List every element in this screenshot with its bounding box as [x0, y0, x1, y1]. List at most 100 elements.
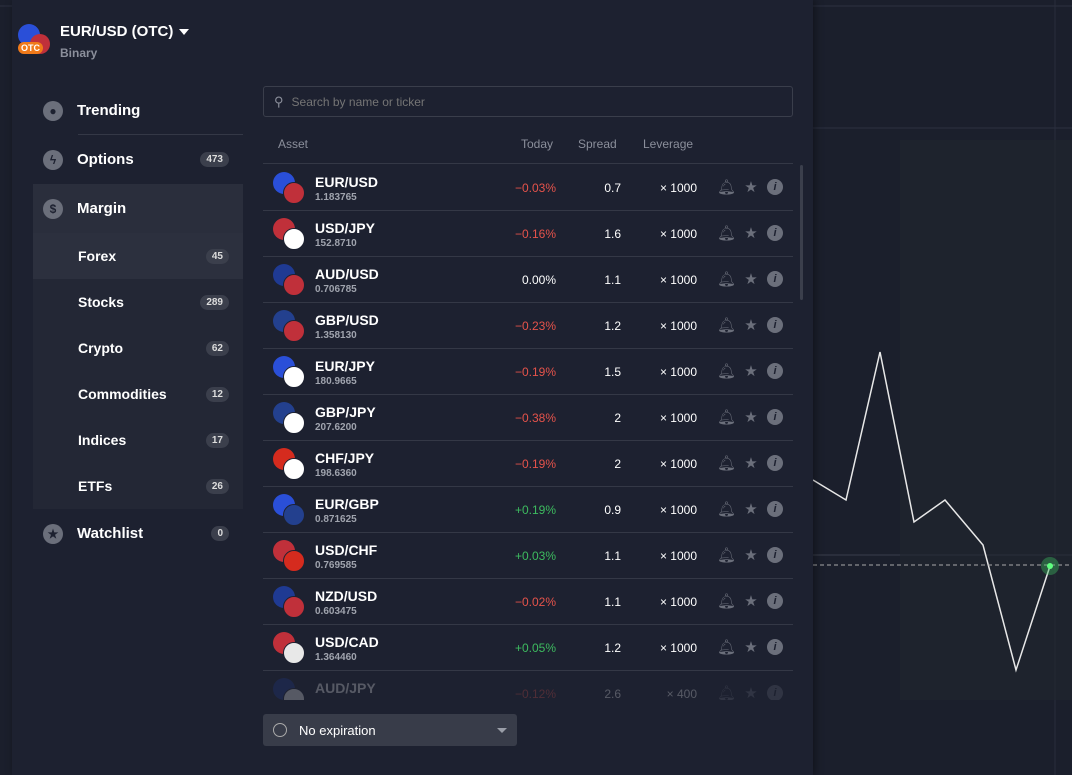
info-icon[interactable]: i	[767, 547, 783, 563]
bell-icon[interactable]: 🔔︎	[717, 455, 737, 472]
table-row[interactable]: AUD/USD 0.706785 0.00% 1.1 × 1000 🔔︎ ★ i	[263, 257, 793, 303]
leverage: × 1000	[659, 227, 697, 241]
star-icon[interactable]: ★	[744, 409, 758, 426]
table-row[interactable]: EUR/USD 1.183765 −0.03% 0.7 × 1000 🔔︎ ★ i	[263, 165, 793, 211]
search-box[interactable]: ⚲	[263, 86, 793, 117]
star-icon[interactable]: ★	[744, 317, 758, 334]
leverage: × 1000	[659, 273, 697, 287]
caret-down-icon[interactable]	[179, 28, 190, 40]
today-change: −0.12%	[514, 687, 556, 700]
sidebar-item-commodities[interactable]: Commodities 12	[33, 371, 243, 417]
info-icon[interactable]: i	[767, 409, 783, 425]
bell-icon[interactable]: 🔔︎	[717, 685, 737, 700]
today-change: −0.19%	[514, 365, 556, 379]
chevron-down-icon	[497, 728, 507, 738]
sidebar-label: Commodities	[78, 386, 167, 402]
info-icon[interactable]: i	[767, 317, 783, 333]
bell-icon[interactable]: 🔔︎	[717, 317, 737, 334]
info-icon[interactable]: i	[767, 179, 783, 195]
spread: 2	[614, 411, 621, 425]
today-change: +0.03%	[514, 549, 556, 563]
info-icon[interactable]: i	[767, 593, 783, 609]
asset-header[interactable]: OTC EUR/USD (OTC) Binary	[18, 22, 190, 60]
star-icon[interactable]: ★	[744, 455, 758, 472]
sidebar-item-watchlist[interactable]: ★ Watchlist 0	[33, 509, 243, 558]
info-icon[interactable]: i	[767, 501, 783, 517]
asset-name: EUR/USD	[315, 174, 379, 190]
info-icon[interactable]: i	[767, 363, 783, 379]
expiration-label: No expiration	[299, 722, 376, 738]
fire-icon: ●	[43, 100, 63, 121]
sidebar-label: Watchlist	[77, 525, 144, 542]
today-change: 0.00%	[521, 273, 556, 287]
expiration-select[interactable]: No expiration	[263, 714, 517, 746]
asset-price: 1.364460	[315, 652, 357, 663]
asset-title: EUR/USD (OTC)	[60, 23, 174, 40]
table-row[interactable]: EUR/GBP 0.871625 +0.19% 0.9 × 1000 🔔︎ ★ i	[263, 487, 793, 533]
star-icon[interactable]: ★	[744, 225, 758, 242]
sidebar-item-crypto[interactable]: Crypto 62	[33, 325, 243, 371]
price-line	[812, 351, 1051, 673]
star-icon[interactable]: ★	[744, 363, 758, 380]
table-row[interactable]: USD/CHF 0.769585 +0.03% 1.1 × 1000 🔔︎ ★ i	[263, 533, 793, 579]
sidebar-label: Forex	[78, 248, 117, 264]
table-row[interactable]: USD/JPY 152.8710 −0.16% 1.6 × 1000 🔔︎ ★ i	[263, 211, 793, 257]
star-icon[interactable]: ★	[744, 685, 758, 700]
bell-icon[interactable]: 🔔︎	[717, 225, 737, 242]
col-spread[interactable]: Spread	[578, 137, 617, 151]
table-row[interactable]: AUD/JPY −0.12% 2.6 × 400 🔔︎ ★ i	[263, 671, 793, 700]
sidebar-item-margin[interactable]: $ Margin	[33, 184, 243, 233]
bell-icon[interactable]: 🔔︎	[717, 409, 737, 426]
bell-icon[interactable]: 🔔︎	[717, 363, 737, 380]
info-icon[interactable]: i	[767, 225, 783, 241]
info-icon[interactable]: i	[767, 455, 783, 471]
star-icon[interactable]: ★	[744, 593, 758, 610]
info-icon[interactable]: i	[767, 685, 783, 700]
col-today[interactable]: Today	[521, 137, 554, 151]
asset-price: 0.603475	[315, 606, 357, 617]
asset-name: GBP/USD	[315, 312, 379, 328]
bell-icon[interactable]: 🔔︎	[717, 179, 737, 196]
col-leverage[interactable]: Leverage	[643, 137, 694, 151]
bell-icon[interactable]: 🔔︎	[717, 547, 737, 564]
today-change: −0.03%	[514, 181, 556, 195]
count-badge: 473	[200, 152, 229, 167]
search-icon: ⚲	[274, 93, 284, 109]
sidebar-item-indices[interactable]: Indices 17	[33, 417, 243, 463]
star-icon[interactable]: ★	[744, 501, 758, 518]
lightning-icon: ϟ	[43, 149, 63, 170]
sidebar-item-options[interactable]: ϟ Options 473	[33, 135, 243, 184]
info-icon[interactable]: i	[767, 271, 783, 287]
sidebar-item-etfs[interactable]: ETFs 26	[33, 463, 243, 509]
bell-icon[interactable]: 🔔︎	[717, 593, 737, 610]
leverage: × 1000	[659, 181, 697, 195]
table-row[interactable]: GBP/JPY 207.6200 −0.38% 2 × 1000 🔔︎ ★ i	[263, 395, 793, 441]
scrollbar[interactable]	[800, 165, 803, 300]
table-row[interactable]: CHF/JPY 198.6360 −0.19% 2 × 1000 🔔︎ ★ i	[263, 441, 793, 487]
bell-icon[interactable]: 🔔︎	[717, 501, 737, 518]
leverage: × 1000	[659, 549, 697, 563]
count-badge: 0	[211, 526, 229, 541]
currency-flags-icon	[273, 402, 305, 434]
table-row[interactable]: NZD/USD 0.603475 −0.02% 1.1 × 1000 🔔︎ ★ i	[263, 579, 793, 625]
spread: 2.6	[604, 687, 621, 700]
table-row[interactable]: EUR/JPY 180.9665 −0.19% 1.5 × 1000 🔔︎ ★ i	[263, 349, 793, 395]
sidebar-item-stocks[interactable]: Stocks 289	[33, 279, 243, 325]
sidebar-item-forex[interactable]: Forex 45	[33, 233, 243, 279]
info-icon[interactable]: i	[767, 639, 783, 655]
col-asset[interactable]: Asset	[278, 137, 309, 151]
leverage: × 1000	[659, 641, 697, 655]
star-icon[interactable]: ★	[744, 639, 758, 656]
currency-flags-icon	[273, 540, 305, 572]
bell-icon[interactable]: 🔔︎	[717, 639, 737, 656]
table-row[interactable]: USD/CAD 1.364460 +0.05% 1.2 × 1000 🔔︎ ★ i	[263, 625, 793, 671]
bell-icon[interactable]: 🔔︎	[717, 271, 737, 288]
dollar-icon: $	[43, 198, 63, 219]
sidebar-item-trending[interactable]: ● Trending	[33, 86, 243, 135]
star-icon[interactable]: ★	[744, 271, 758, 288]
search-input[interactable]	[291, 94, 772, 109]
star-icon[interactable]: ★	[744, 547, 758, 564]
table-row[interactable]: GBP/USD 1.358130 −0.23% 1.2 × 1000 🔔︎ ★ i	[263, 303, 793, 349]
star-icon[interactable]: ★	[744, 179, 758, 196]
